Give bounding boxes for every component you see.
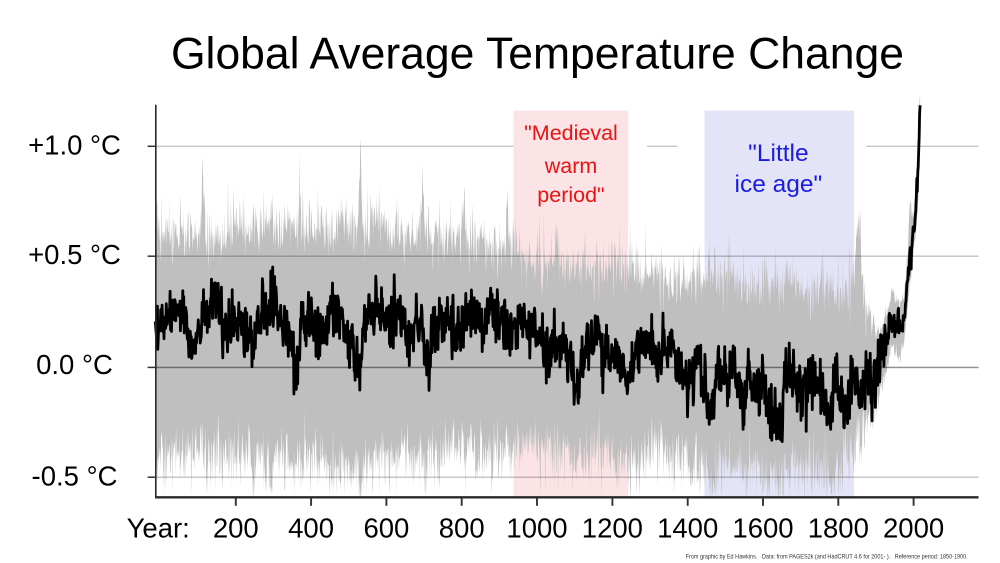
svg-text:1800: 1800 [808,513,869,544]
svg-text:+0.5 °C: +0.5 °C [28,239,121,270]
svg-text:-0.5 °C: -0.5 °C [32,461,118,492]
svg-text:Global Average Temperature Cha: Global Average Temperature Change [171,30,904,79]
svg-text:0.0 °C: 0.0 °C [36,349,113,380]
svg-text:warm: warm [544,154,598,178]
svg-text:Year:: Year: [127,513,190,544]
svg-text:200: 200 [213,513,259,544]
svg-text:800: 800 [439,513,485,544]
svg-text:1000: 1000 [506,513,567,544]
svg-text:+1.0 °C: +1.0 °C [28,129,121,160]
svg-text:400: 400 [288,513,334,544]
svg-text:"Little: "Little [748,140,808,167]
svg-text:600: 600 [363,513,409,544]
svg-text:ice age": ice age" [735,171,823,198]
svg-text:1600: 1600 [732,513,793,544]
svg-text:period": period" [537,183,604,207]
svg-text:1400: 1400 [657,513,718,544]
svg-text:2000: 2000 [883,513,944,544]
svg-text:From graphic by Ed Hawkins.: From graphic by Ed Hawkins. Data: from P… [686,554,968,561]
svg-text:"Medieval: "Medieval [524,121,618,145]
svg-text:1200: 1200 [582,513,643,544]
